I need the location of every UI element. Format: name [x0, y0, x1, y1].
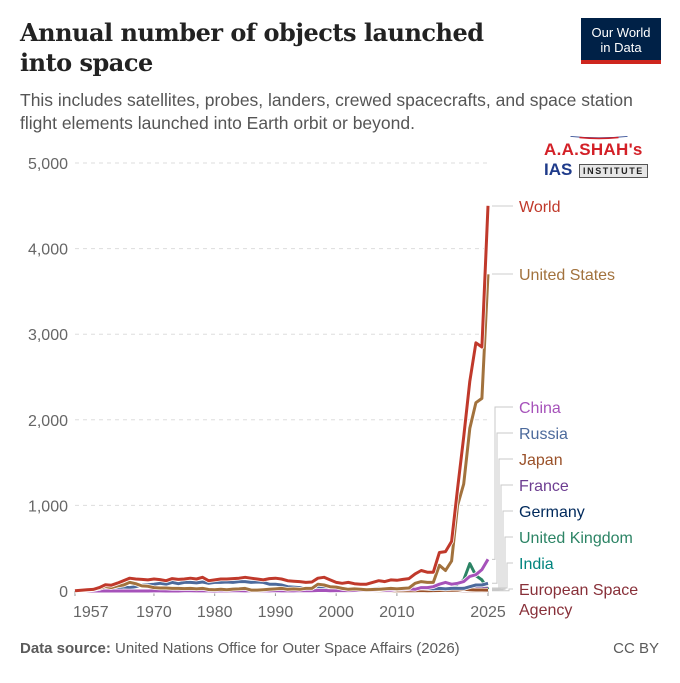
legend-connector — [492, 562, 513, 589]
gridlines — [75, 162, 488, 506]
y-tick-label: 4,000 — [28, 242, 68, 259]
x-tick-label: 2025 — [470, 604, 506, 621]
legend-connector — [492, 432, 513, 584]
legend-connector — [492, 588, 513, 592]
x-tick-label: 1990 — [258, 604, 294, 621]
y-tick-label: 5,000 — [28, 156, 68, 173]
series-line-united-states[interactable] — [74, 274, 490, 593]
legend-label-line: European Space — [519, 582, 638, 599]
legend-label-france[interactable]: France — [519, 478, 569, 495]
legend-label-united-kingdom[interactable]: United Kingdom — [519, 530, 633, 547]
watermark-swoosh-icon — [570, 136, 628, 140]
series-line-china[interactable] — [75, 558, 490, 593]
x-axis: 1957 1970 1980 1990 2000 2010 2025 — [73, 590, 506, 621]
footer-source: Data source: United Nations Office for O… — [20, 640, 460, 657]
y-tick-label: 3,000 — [28, 327, 68, 344]
watermark-line2: IAS — [544, 160, 573, 179]
x-tick-label: 1980 — [197, 604, 233, 621]
legend-label-china[interactable]: China — [519, 400, 561, 417]
series-line-world[interactable] — [74, 205, 490, 593]
legend-label-world[interactable]: World — [519, 199, 561, 216]
legend-label-european-space-agency[interactable]: European Space Agency — [519, 582, 638, 619]
series-halo — [74, 274, 491, 594]
x-tick-label: 1957 — [73, 604, 109, 621]
y-tick-label: 0 — [59, 584, 68, 601]
series-halo — [74, 205, 491, 594]
license-link[interactable]: CC BY — [613, 640, 659, 657]
legend-label-japan[interactable]: Japan — [519, 452, 563, 469]
source-link[interactable]: United Nations Office for Outer Space Af… — [115, 640, 460, 657]
y-axis-tick-labels: 0 1,000 2,000 3,000 4,000 5,000 — [28, 156, 68, 601]
logo-line1: Our World — [591, 25, 651, 40]
owid-logo[interactable]: Our World in Data — [581, 18, 661, 64]
legend: World United States China Russia Japan France… — [492, 199, 638, 619]
chart-title: Annual number of objects launched into s… — [20, 18, 484, 77]
legend-label-germany[interactable]: Germany — [519, 504, 585, 521]
source-label: Data source: — [20, 640, 111, 657]
x-tick-label: 2010 — [379, 604, 415, 621]
legend-label-russia[interactable]: Russia — [519, 426, 568, 443]
series-lines — [74, 205, 491, 594]
legend-label-india[interactable]: India — [519, 556, 554, 573]
watermark-institute: INSTITUTE — [579, 164, 648, 178]
x-tick-label: 2000 — [318, 604, 354, 621]
logo-line2: in Data — [600, 40, 642, 55]
watermark-logo: A.A.SHAH's IAS INSTITUTE — [540, 136, 658, 182]
watermark-line1: A.A.SHAH's — [544, 140, 643, 159]
legend-label-line: Agency — [519, 602, 572, 619]
x-tick-label: 1970 — [136, 604, 172, 621]
y-tick-label: 2,000 — [28, 413, 68, 430]
legend-label-united-states[interactable]: United States — [519, 267, 615, 284]
chart-subtitle: This includes satellites, probes, lander… — [20, 90, 633, 133]
legend-connector — [492, 406, 513, 560]
y-tick-label: 1,000 — [28, 498, 68, 515]
legend-connector — [492, 536, 513, 590]
